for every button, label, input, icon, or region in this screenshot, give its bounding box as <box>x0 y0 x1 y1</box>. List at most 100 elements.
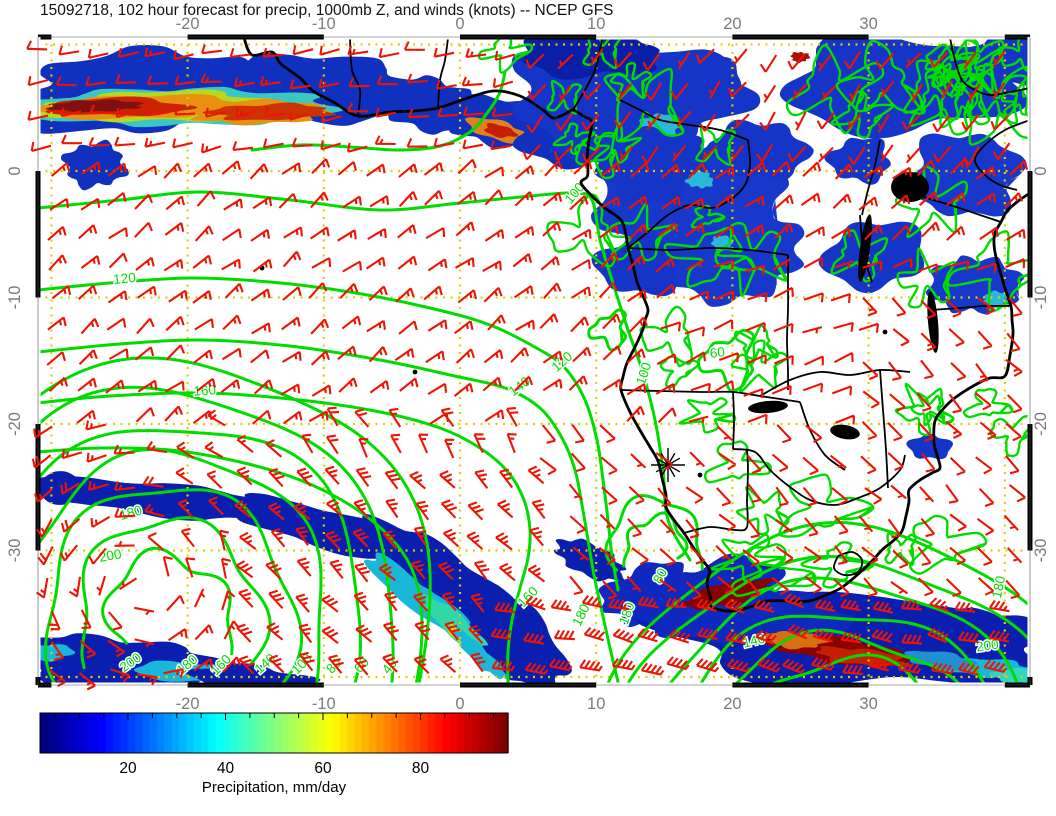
height-contour-wiggle <box>800 541 875 589</box>
colorbar-slice <box>149 713 158 753</box>
colorbar-slice <box>339 713 348 753</box>
height-contour-wiggle <box>830 90 895 139</box>
lake <box>748 400 788 414</box>
height-contour-wiggle <box>835 39 926 115</box>
country-border <box>861 139 881 216</box>
country-border <box>732 391 735 450</box>
wind-barbs <box>26 40 1029 691</box>
colorbar-slice <box>171 713 180 753</box>
contour-label: 100 <box>562 180 588 207</box>
lake <box>830 424 860 440</box>
colorbar-slice <box>317 713 326 753</box>
colorbar-slice <box>427 713 436 753</box>
colorbar-slice <box>456 713 465 753</box>
colorbar-tick-label: 80 <box>412 760 430 777</box>
axis-tick-label: -10 <box>6 286 24 310</box>
colorbar-tick-label: 60 <box>314 760 332 777</box>
colorbar-slice <box>61 713 70 753</box>
height-contour <box>80 516 272 670</box>
colorbar-slice <box>186 713 195 753</box>
colorbar-slice <box>83 713 92 753</box>
colorbar-slice <box>376 713 385 753</box>
colorbar-slice <box>398 713 407 753</box>
height-contour <box>36 338 620 684</box>
margin-mask-rect <box>0 0 38 816</box>
colorbar-slice <box>69 713 78 753</box>
colorbar-slice <box>193 713 202 753</box>
axis-tick-label: -20 <box>1032 412 1050 436</box>
height-contour <box>697 328 756 393</box>
height-contour-wiggle <box>927 62 959 84</box>
colorbar-slice <box>420 713 429 753</box>
axis-tick-label: -10 <box>312 695 336 713</box>
colorbar-slice <box>76 713 85 753</box>
colorbar-tick-label: 20 <box>119 760 137 777</box>
colorbar: 20 40 60 80 Precipitation, mm/day <box>39 712 509 796</box>
colorbar-slice <box>281 713 290 753</box>
colorbar-slice <box>325 713 334 753</box>
colorbar-caption: Precipitation, mm/day <box>202 779 347 796</box>
height-contour <box>0 429 362 718</box>
axis-tick-label: 10 <box>587 15 605 33</box>
map-frame <box>35 34 1033 688</box>
colorbar-slice <box>222 713 231 753</box>
contour-label: 200 <box>975 637 999 655</box>
axis-tick-label: 0 <box>455 15 464 33</box>
wind-barbs-layer <box>26 40 1029 691</box>
height-contour-wiggle <box>552 122 596 156</box>
axis-tick-label: 30 <box>859 15 877 33</box>
height-contour-wiggle <box>778 473 875 538</box>
colorbar-slice <box>120 713 129 753</box>
height-contour-wiggle <box>546 193 617 268</box>
colorbar-slice <box>40 713 49 753</box>
height-contour-wiggle <box>734 324 779 365</box>
colorbar-slice <box>391 713 400 753</box>
axis-tick-label: 0 <box>6 166 24 175</box>
colorbar-slice <box>91 713 100 753</box>
precip-area <box>153 53 426 126</box>
height-contour <box>36 391 532 687</box>
contour-label: 200 <box>98 546 123 565</box>
colorbar-slice <box>500 713 509 753</box>
colorbar-slice <box>449 713 458 753</box>
colorbar-slice <box>105 713 114 753</box>
axis-tick-label: -20 <box>6 412 24 436</box>
country-border <box>799 401 846 471</box>
country-border <box>572 37 603 111</box>
colorbar-slice <box>142 713 151 753</box>
height-contour-wiggle <box>690 204 726 229</box>
country-border <box>929 304 1012 311</box>
colorbar-slice <box>47 713 56 753</box>
height-contour-wiggle <box>582 29 622 70</box>
precip-area <box>790 51 811 63</box>
precip-area <box>904 651 978 671</box>
precip-area <box>520 30 660 80</box>
country-border <box>732 448 906 506</box>
height-contour <box>36 190 692 562</box>
height-contour <box>604 494 704 572</box>
colorbar-slice <box>178 713 187 753</box>
contour-label: 180 <box>989 574 1008 599</box>
precip-area <box>824 137 891 185</box>
country-border <box>619 99 749 141</box>
precip-area <box>45 99 145 113</box>
height-contour-wiggle <box>695 125 737 166</box>
colorbar-slice <box>332 713 341 753</box>
height-contour-wiggle <box>909 514 988 575</box>
axis-tick-label: -20 <box>176 15 200 33</box>
colorbar-slice <box>464 713 473 753</box>
height-contour <box>101 546 234 656</box>
axis-tick-label: 10 <box>587 695 605 713</box>
colorbar-slice <box>244 713 253 753</box>
height-contour-wiggle <box>659 355 701 389</box>
colorbar-slice <box>478 713 487 753</box>
asterisk-marker-line <box>655 457 681 473</box>
margin-mask-rect <box>0 0 1056 37</box>
axis-tick-label: -10 <box>312 15 336 33</box>
contour-label: 60 <box>709 344 726 361</box>
colorbar-slice <box>369 713 378 753</box>
chart-title: 15092718, 102 hour forecast for precip, … <box>40 2 614 19</box>
axis-tick-label: -20 <box>176 695 200 713</box>
axis-labels: -20 -10 0 10 20 30 -20 -10 0 10 20 30 0 -10 -20 -30 0 -10… <box>6 15 1050 713</box>
